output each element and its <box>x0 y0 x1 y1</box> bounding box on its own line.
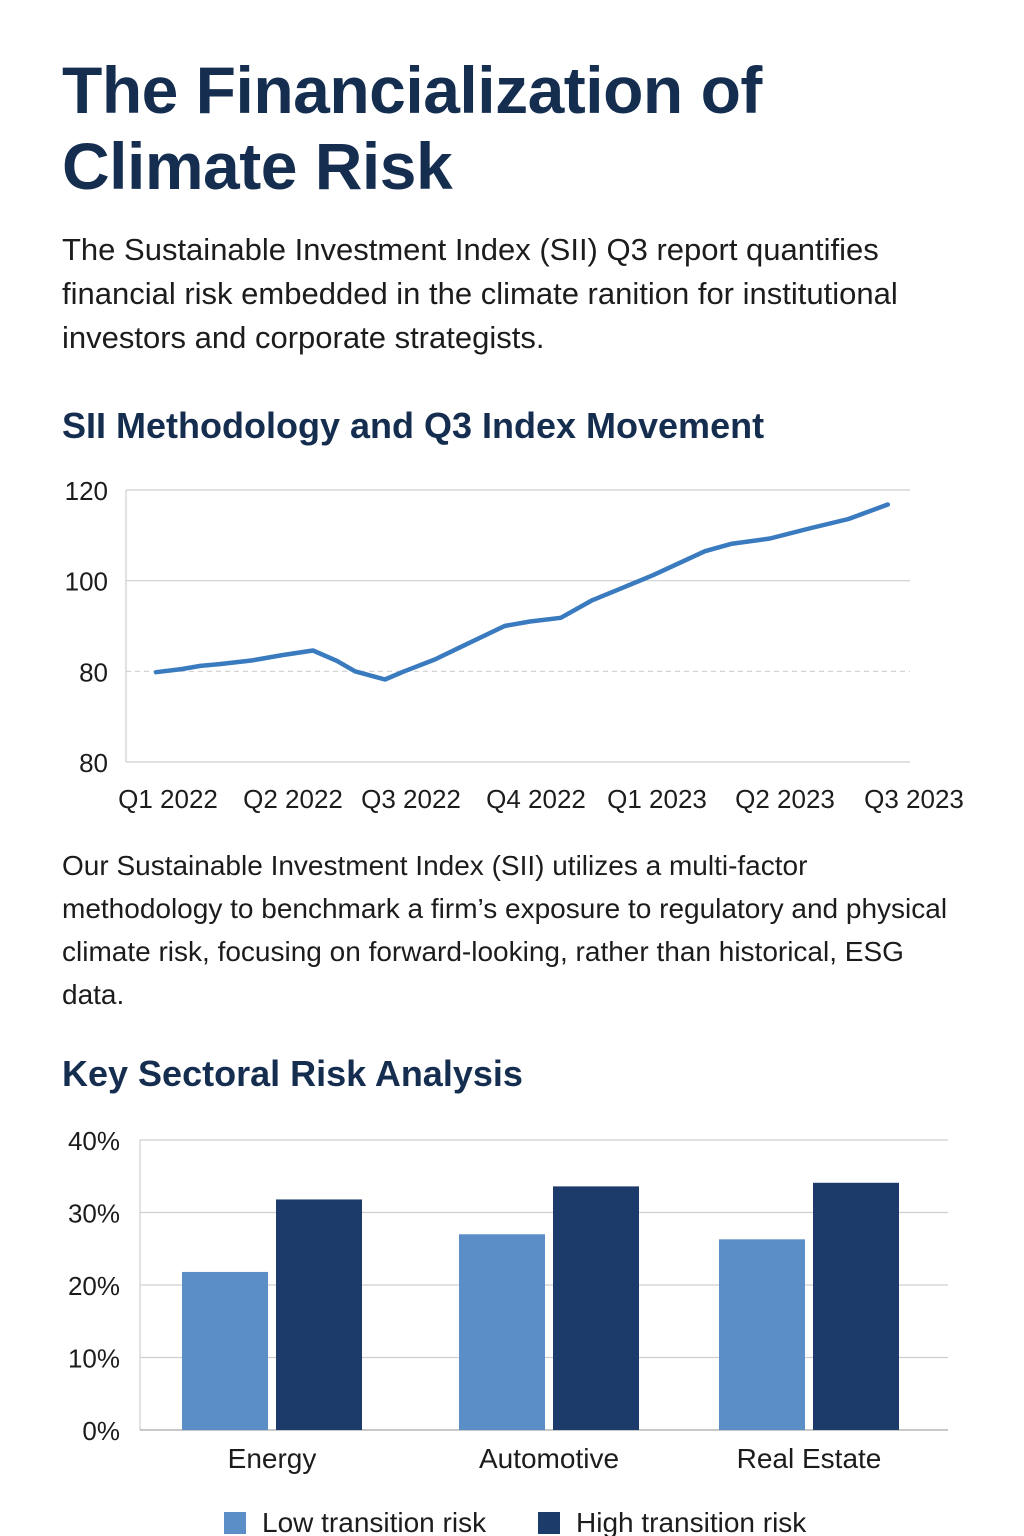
line-chart-x-tick-label: Q4 2022 <box>486 784 586 814</box>
bar-low-transition-risk-automotive <box>459 1234 545 1430</box>
bar-low-transition-risk-real-estate <box>719 1239 805 1430</box>
bar-chart-bars <box>182 1182 899 1430</box>
bar-chart-category-label: Real Estate <box>737 1443 882 1474</box>
line-chart-heading: SII Methodology and Q3 Index Movement <box>62 405 765 446</box>
page-title: The Financialization of Climate Risk <box>62 53 762 203</box>
line-chart-x-tick-label: Q2 2023 <box>735 784 835 814</box>
bar-chart-x-axis: Energy Automotive Real Estate <box>228 1443 882 1474</box>
line-chart-series <box>153 502 891 682</box>
bar-chart-y-tick-label: 40% <box>68 1126 120 1156</box>
bar-chart-y-tick-label: 20% <box>68 1271 120 1301</box>
line-chart-x-tick-label: Q3 2023 <box>864 784 964 814</box>
bar-chart-heading: Key Sectoral Risk Analysis <box>62 1053 523 1094</box>
bar-high-transition-risk-energy <box>276 1199 362 1430</box>
bar-chart-y-tick-label: 0% <box>82 1416 120 1446</box>
bar-high-transition-risk-automotive <box>553 1186 639 1430</box>
bar-chart: 40% 30% 20% 10% 0% Energy Automotive Real Esta… <box>68 1126 948 1536</box>
line-chart-series-line <box>153 502 891 682</box>
bar-low-transition-risk-energy <box>182 1271 268 1430</box>
line-chart-x-tick-label: Q1 2022 <box>118 784 218 814</box>
intro-paragraph: The Sustainable Investment Index (SII) Q… <box>62 232 898 355</box>
line-chart-gridlines <box>125 489 910 763</box>
legend-swatch-high <box>538 1512 560 1534</box>
bar-chart-legend: Low transition risk High transition risk <box>224 1507 807 1536</box>
legend-swatch-low <box>224 1512 246 1534</box>
bar-high-transition-risk-real-estate <box>813 1182 899 1430</box>
bar-chart-y-tick-label: 30% <box>68 1199 120 1229</box>
legend-label-high: High transition risk <box>576 1507 807 1536</box>
line-chart-x-axis: Q1 2022 Q2 2022 Q3 2022 Q4 2022 Q1 2023 Q2 20… <box>118 784 964 814</box>
line-chart-y-axis: 120 100 80 80 <box>65 476 108 778</box>
bar-chart-category-label: Automotive <box>479 1443 619 1474</box>
line-chart-y-tick-label: 80 <box>79 748 108 778</box>
bar-chart-y-tick-label: 10% <box>68 1344 120 1374</box>
line-chart-x-tick-label: Q1 2023 <box>607 784 707 814</box>
methodology-paragraph: Our Sustainable Investment Index (SII) u… <box>62 850 948 1010</box>
line-chart-x-tick-label: Q2 2022 <box>243 784 343 814</box>
line-chart-y-tick-label: 100 <box>65 567 108 597</box>
bar-chart-y-axis: 40% 30% 20% 10% 0% <box>68 1126 120 1446</box>
line-chart-x-tick-label: Q3 2022 <box>361 784 461 814</box>
line-chart-y-tick-label: 80 <box>79 657 108 687</box>
line-chart-y-tick-label: 120 <box>65 476 108 506</box>
bar-chart-category-label: Energy <box>228 1443 317 1474</box>
legend-label-low: Low transition risk <box>262 1507 487 1536</box>
